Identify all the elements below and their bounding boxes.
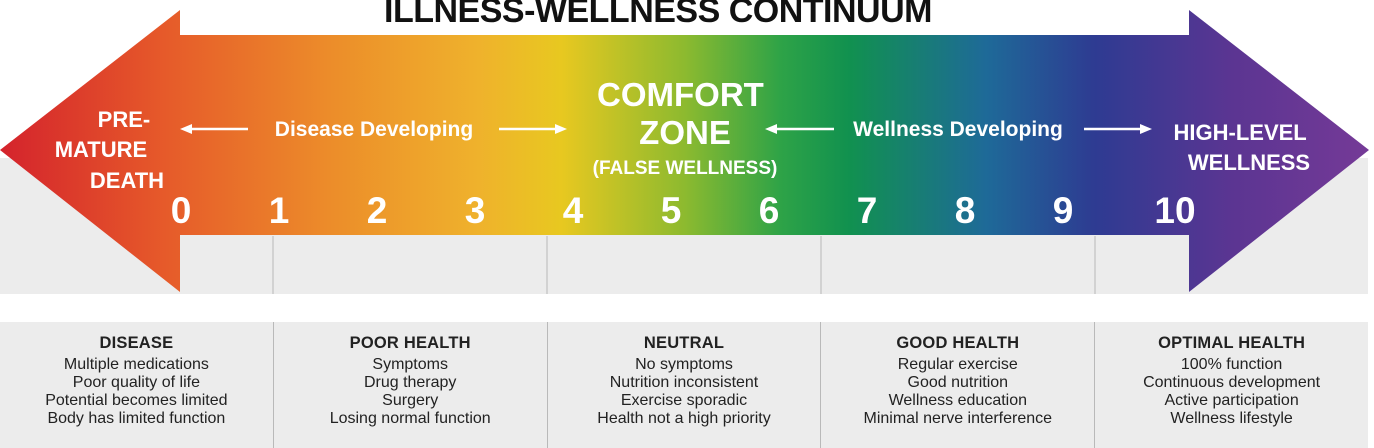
panel-good-health: GOOD HEALTH Regular exercise Good nutrit… (821, 322, 1096, 448)
panel-line: Wellness education (888, 392, 1028, 409)
scale-number: 10 (1154, 190, 1195, 231)
panel-line: Surgery (382, 392, 439, 409)
panel-neutral: NEUTRAL No symptoms Nutrition inconsiste… (548, 322, 822, 448)
scale-number: 6 (759, 190, 780, 231)
panel-line: Good nutrition (907, 374, 1009, 391)
scale-number: 0 (171, 190, 192, 231)
scale-number: 4 (563, 190, 584, 231)
panel-title: NEUTRAL (643, 334, 725, 352)
scale-number: 8 (955, 190, 976, 231)
panel-line: Multiple medications (63, 356, 209, 373)
panel-title: POOR HEALTH (349, 334, 471, 352)
scale-number: 2 (367, 190, 388, 231)
panel-line: Wellness lifestyle (1170, 410, 1293, 427)
panel-title: DISEASE (99, 334, 174, 352)
wellness-developing-indicator: Wellness Developing (765, 118, 1152, 141)
panel-title: GOOD HEALTH (896, 334, 1020, 352)
panel-line: Losing normal function (329, 410, 491, 427)
panel-line: Drug therapy (363, 374, 457, 391)
panel-line: Nutrition inconsistent (609, 374, 759, 391)
disease-developing-label: Disease Developing (275, 118, 473, 141)
panel-line: Minimal nerve interference (863, 410, 1053, 427)
panel-line: 100% function (1180, 356, 1283, 373)
panel-line: Continuous development (1143, 374, 1321, 391)
panel-line: Exercise sporadic (620, 392, 748, 409)
premature-death-label: PRE- MATURE DEATH (55, 107, 164, 193)
scale-number: 9 (1053, 190, 1074, 231)
disease-developing-indicator: Disease Developing (180, 118, 567, 141)
panel-line: No symptoms (635, 356, 733, 373)
continuum-arrow (0, 10, 1369, 292)
panel-line: Body has limited function (47, 410, 226, 427)
health-stage-panels: DISEASE Multiple medications Poor qualit… (0, 322, 1368, 448)
scale-numbers: 0 1 2 3 4 5 6 7 8 9 10 (171, 190, 1196, 231)
continuum-diagram: PRE- MATURE DEATH HIGH-LEVEL WELLNESS Di… (0, 10, 1369, 294)
false-wellness-label: (FALSE WELLNESS) (593, 158, 778, 179)
page-title: ILLNESS-WELLNESS CONTINUUM (384, 0, 932, 30)
wellness-developing-label: Wellness Developing (853, 118, 1063, 141)
panel-disease: DISEASE Multiple medications Poor qualit… (0, 322, 274, 448)
high-level-wellness-label: HIGH-LEVEL WELLNESS (1174, 120, 1313, 175)
panel-line: Potential becomes limited (45, 392, 228, 409)
panel-line: Symptoms (372, 356, 448, 373)
scale-number: 7 (857, 190, 878, 231)
comfort-zone-label: COMFORT ZONE (597, 76, 773, 151)
panel-line: Poor quality of life (72, 374, 200, 391)
panel-poor-health: POOR HEALTH Symptoms Drug therapy Surger… (274, 322, 548, 448)
scale-number: 1 (269, 190, 290, 231)
panel-line: Regular exercise (897, 356, 1018, 373)
scale-number: 3 (465, 190, 486, 231)
panel-line: Health not a high priority (597, 410, 771, 427)
scale-number: 5 (661, 190, 682, 231)
panel-line: Active participation (1164, 392, 1299, 409)
panel-optimal-health: OPTIMAL HEALTH 100% function Continuous … (1095, 322, 1368, 448)
panel-title: OPTIMAL HEALTH (1158, 334, 1306, 352)
